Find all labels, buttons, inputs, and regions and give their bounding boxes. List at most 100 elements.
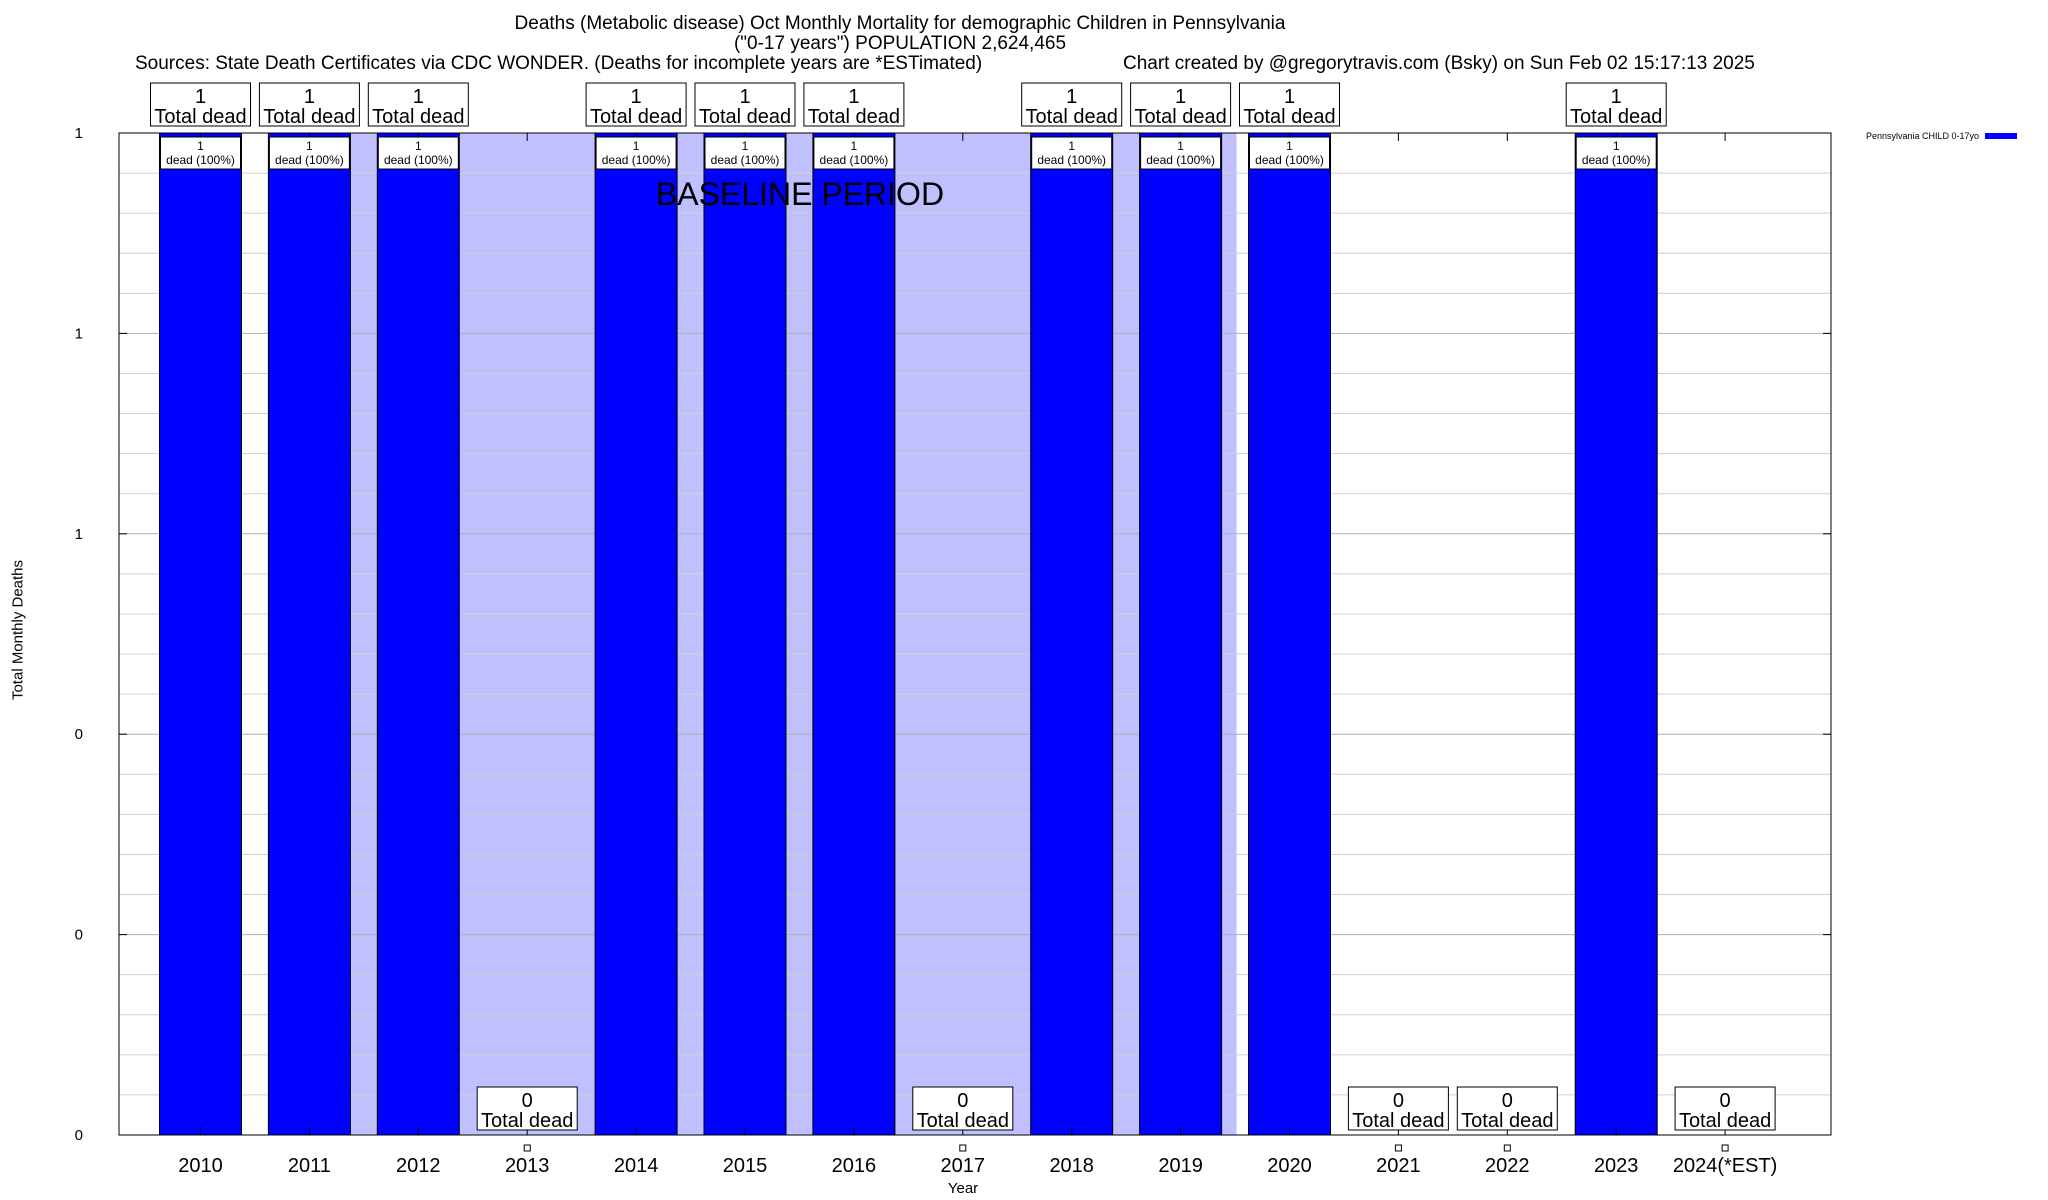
y-tick-label: 0	[75, 1127, 83, 1144]
y-tick-label: 1	[75, 526, 83, 543]
total-label-text: Total dead	[154, 106, 246, 128]
x-tick-label: 2013	[505, 1155, 550, 1177]
bar-label-count: 1	[1068, 139, 1075, 153]
total-label-value: 0	[522, 1090, 533, 1112]
bar-label-count: 1	[415, 139, 422, 153]
x-axis-label: Year	[947, 1180, 979, 1197]
chart-source: Sources: State Death Certificates via CD…	[135, 53, 983, 74]
bar	[267, 132, 351, 1136]
plot-border	[118, 132, 1832, 1136]
total-label-text: Total dead	[1461, 1110, 1553, 1132]
total-label-value: 0	[957, 1090, 968, 1112]
bar-label-count: 1	[1286, 139, 1293, 153]
bar-label-count: 1	[1177, 139, 1184, 153]
bar	[594, 132, 678, 1136]
chart-title: Deaths (Metabolic disease) Oct Monthly M…	[514, 13, 1286, 34]
bar	[1030, 132, 1114, 1136]
x-tick-label: 2020	[1267, 1155, 1312, 1177]
total-label-box	[694, 82, 796, 127]
bar-label-box	[160, 136, 241, 170]
total-label-box	[476, 1086, 578, 1131]
total-label-text: Total dead	[1570, 106, 1662, 128]
total-label-box	[912, 1086, 1014, 1131]
chart-credit: Chart created by @gregorytravis.com (Bsk…	[1123, 53, 1755, 74]
total-label-text: Total dead	[917, 1110, 1009, 1132]
total-label-box	[803, 82, 905, 127]
total-label-text: Total dead	[1243, 106, 1335, 128]
total-label-box	[1347, 1086, 1449, 1131]
baseline-period-label: BASELINE PERIOD	[656, 176, 944, 212]
y-tick-label: 0	[75, 726, 83, 743]
bar-label-count: 1	[851, 139, 858, 153]
total-label-value: 1	[1066, 86, 1077, 108]
total-label-text: Total dead	[808, 106, 900, 128]
zero-point-marker	[1503, 1144, 1511, 1152]
bar-label-percent: dead (100%)	[602, 153, 671, 167]
total-label-value: 1	[304, 86, 315, 108]
total-label-value: 1	[1284, 86, 1295, 108]
bar	[1248, 132, 1331, 1136]
bar-label-percent: dead (100%)	[820, 153, 889, 167]
x-tick-label: 2018	[1049, 1155, 1094, 1177]
chart-subtitle: ("0-17 years") POPULATION 2,624,465	[733, 33, 1067, 54]
zero-point-marker	[1721, 1144, 1729, 1152]
x-tick-label: 2012	[396, 1155, 441, 1177]
total-label-text: Total dead	[1679, 1110, 1771, 1132]
bar	[812, 132, 896, 1136]
total-label-text: Total dead	[1352, 1110, 1444, 1132]
x-tick-label: 2015	[723, 1155, 768, 1177]
legend-entry-label: Pennsylvania CHILD 0-17yo	[1866, 131, 1980, 141]
total-label-value: 1	[1175, 86, 1186, 108]
bar	[1574, 132, 1658, 1136]
y-tick-label: 0	[75, 927, 83, 944]
bar-label-percent: dead (100%)	[711, 153, 780, 167]
x-tick-label: 2010	[178, 1155, 223, 1177]
total-label-value: 1	[848, 86, 859, 108]
total-label-box	[1565, 82, 1667, 127]
x-tick-label: 2021	[1376, 1155, 1421, 1177]
bar-label-box	[1249, 136, 1330, 170]
total-label-text: Total dead	[372, 106, 464, 128]
x-tick-label: 2017	[941, 1155, 986, 1177]
total-label-text: Total dead	[590, 106, 682, 128]
x-tick-label: 2022	[1485, 1155, 1530, 1177]
bar-label-box	[704, 136, 786, 170]
total-label-value: 0	[1720, 1090, 1731, 1112]
total-label-box	[1674, 1086, 1776, 1131]
bar-label-count: 1	[197, 139, 204, 153]
bar-label-box	[268, 136, 350, 170]
bar-label-count: 1	[742, 139, 749, 153]
total-label-box	[1239, 82, 1340, 127]
total-label-value: 0	[1502, 1090, 1513, 1112]
x-tick-label: 2014	[614, 1155, 659, 1177]
zero-point-marker	[1394, 1144, 1402, 1152]
x-tick-label: 2019	[1158, 1155, 1203, 1177]
bar	[159, 132, 242, 1136]
bar	[703, 132, 787, 1136]
total-label-box	[367, 82, 469, 127]
bar-label-box	[595, 136, 677, 170]
bar-label-box	[1575, 136, 1657, 170]
x-tick-label: 2023	[1594, 1155, 1639, 1177]
total-label-text: Total dead	[1134, 106, 1226, 128]
zero-point-marker	[523, 1144, 531, 1152]
total-label-text: Total dead	[699, 106, 791, 128]
total-label-text: Total dead	[263, 106, 355, 128]
total-label-text: Total dead	[481, 1110, 573, 1132]
